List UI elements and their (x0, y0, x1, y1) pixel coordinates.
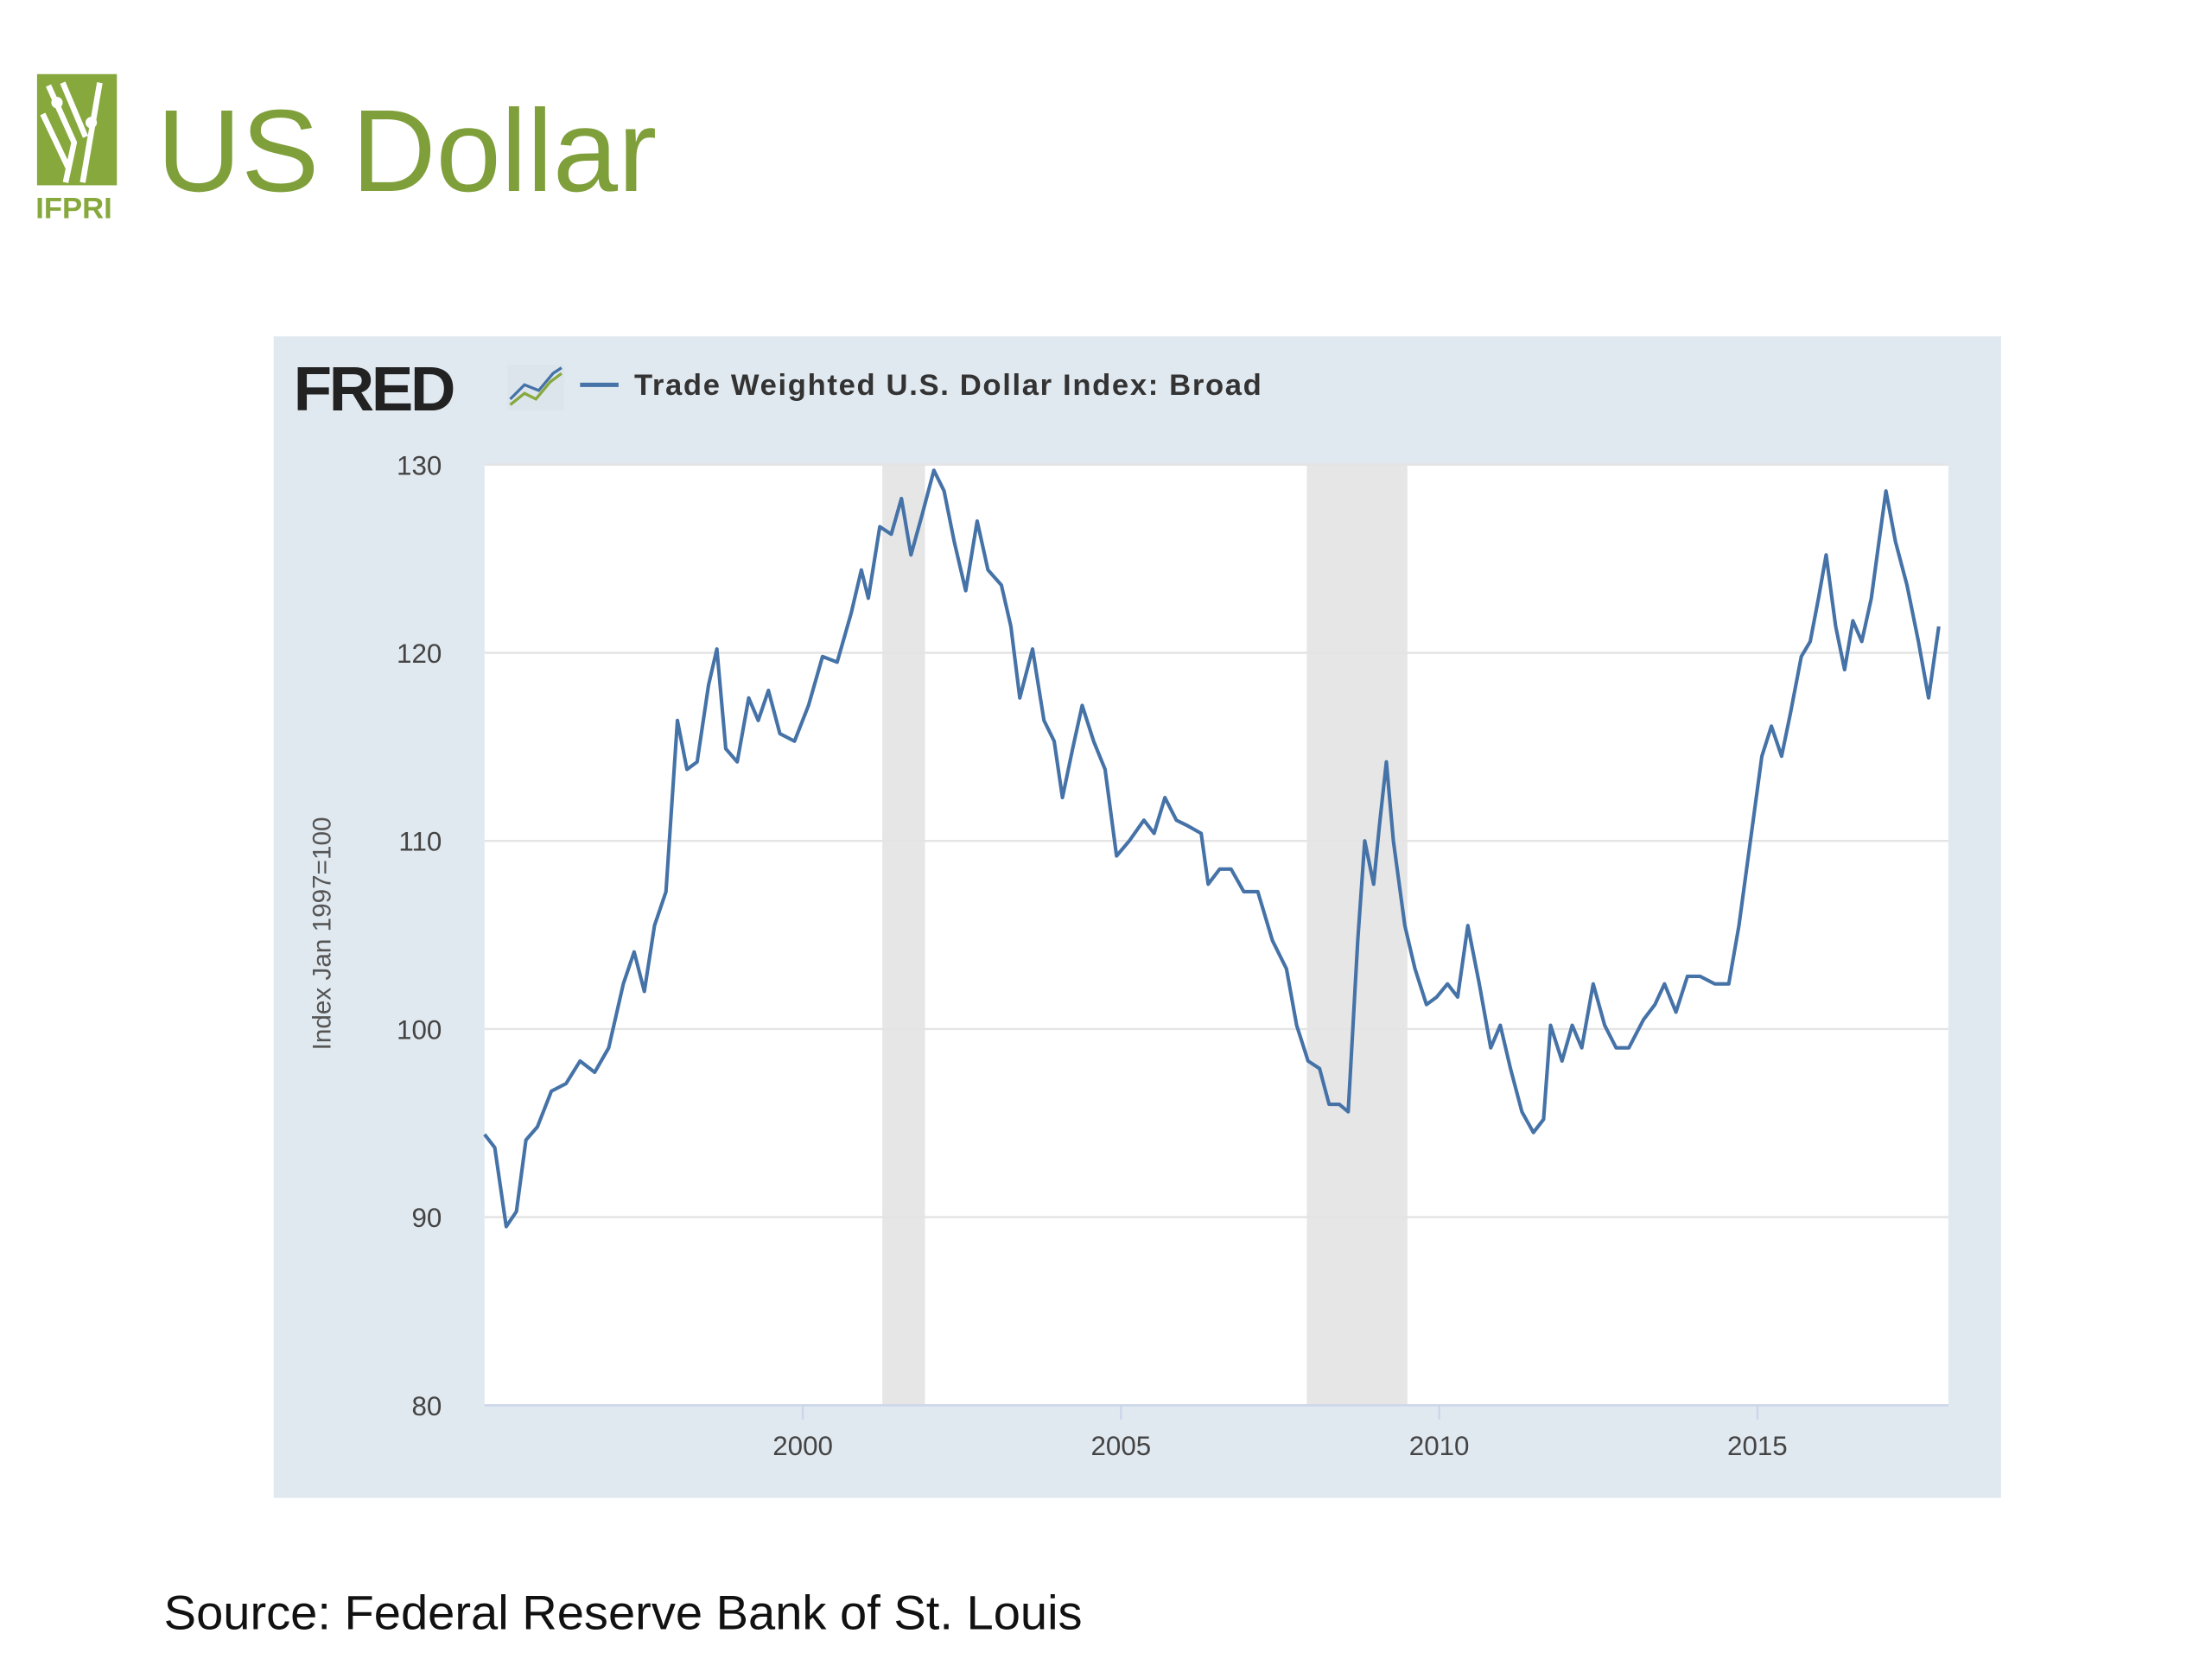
logo-leaves (40, 81, 103, 183)
source-note: Source: Federal Reserve Bank of St. Loui… (164, 1585, 1083, 1639)
plot-area (484, 464, 1948, 1406)
y-tick-label: 120 (397, 639, 442, 669)
brand-icon-line (509, 372, 563, 406)
brand-icon (507, 365, 565, 411)
recession-band (882, 464, 925, 1406)
x-tick-label: 2010 (1409, 1431, 1470, 1461)
y-tick-label: 90 (411, 1203, 442, 1233)
y-tick-label: 100 (397, 1014, 442, 1045)
logo-dot (85, 117, 98, 129)
brand-icon-line (509, 366, 563, 401)
y-tick-label: 80 (411, 1391, 442, 1421)
logo: IFPRI (35, 73, 118, 225)
x-tick-label: 2015 (1727, 1431, 1788, 1461)
logo-text: IFPRI (35, 192, 112, 225)
slide-title: US Dollar (156, 86, 657, 216)
logo-dot (51, 97, 63, 109)
series-line (483, 468, 1941, 1229)
y-tick-label: 110 (398, 827, 442, 857)
x-tick-label: 2005 (1091, 1431, 1152, 1461)
y-tick-label: 130 (397, 450, 442, 480)
x-tick-label: 2000 (772, 1431, 833, 1461)
brand-logo: FRED (294, 354, 454, 424)
legend-label: Trade Weighted U.S. Dollar Index: Broad (634, 369, 1262, 402)
y-axis-label: Index Jan 1997=100 (308, 817, 337, 1050)
